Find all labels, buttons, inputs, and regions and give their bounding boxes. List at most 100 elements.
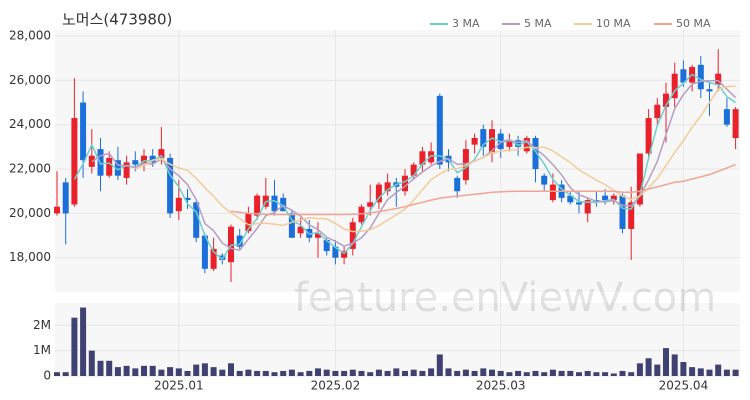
volume-bar [523,372,530,376]
volume-bar [193,364,200,376]
volume-bar [288,369,295,376]
volume-bar [480,368,487,376]
candle-body [297,226,304,234]
candle-body [602,195,609,201]
x-tick-label: 2025.03 [476,379,526,393]
candle-body [175,197,182,212]
volume-bar [97,360,104,376]
candle-body [219,255,226,260]
volume-bar [132,368,139,376]
volume-bar [402,370,408,376]
volume-bar [123,365,130,376]
ma-line [134,85,736,233]
volume-bar [149,365,156,376]
candle-body [123,162,130,178]
x-tick-label: 2025.01 [154,379,204,393]
candle-body [54,206,60,214]
y-tick-label: 2M [33,318,51,332]
candle-body [228,226,234,263]
y-tick-label: 0 [43,369,51,383]
ma-line [91,80,737,252]
volume-bar [497,370,504,376]
volume-bar [141,365,147,376]
volume-bar [349,369,356,376]
volume-bar [723,369,730,376]
volume-bar [706,369,713,376]
volume-bar [71,317,78,376]
candle-body [184,197,191,201]
volume-bar [610,373,617,376]
volume-bar [428,368,435,376]
candle-body [506,140,513,147]
candle-body [210,248,217,269]
volume-bar [663,348,669,376]
candle-body [402,175,408,192]
candle-body [471,138,478,145]
candle-body [106,157,113,176]
candle-body [315,233,321,238]
candle-body [523,138,530,152]
candle-body [375,184,382,203]
volume-bar [384,370,391,376]
volume-bar [323,369,330,376]
volume-bar [262,370,269,376]
volume-bar [88,350,95,376]
candle-body [436,95,443,165]
volume-bar [680,362,687,376]
candle-body [567,195,574,203]
volume-bar [419,370,426,376]
candle-body [201,235,208,269]
volume-bar [689,367,696,376]
candle-body [532,138,539,170]
candle-body [419,151,426,165]
volume-bar [54,372,60,376]
volume-panel [55,303,740,376]
candle-body [732,109,739,138]
candle-body [480,129,487,147]
candle-body [62,182,69,214]
volume-bar [549,369,556,376]
volume-bar [367,372,374,376]
candle-body [697,64,704,90]
candle-body [628,202,635,229]
x-tick-label: 2025.02 [311,379,361,393]
volume-bar [532,370,539,376]
volume-bar [628,372,635,376]
volume-bar [654,364,661,376]
legend-label: 3 MA [452,17,480,30]
volume-bar [375,369,382,376]
volume-bar [436,354,443,376]
candle-body [271,195,278,212]
candle-body [280,197,287,212]
volume-bar [393,368,400,376]
candle-body [236,235,243,247]
candle-body [384,182,391,192]
ma-line [73,73,737,261]
candle-body [332,246,339,258]
candle-body [680,69,687,83]
candle-body [654,104,661,119]
y-tick-label: 20,000 [9,206,51,220]
volume-bar [593,372,600,376]
volume-bar [106,360,113,376]
candle-body [541,175,548,185]
candle-body [584,200,591,214]
volume-bar [410,369,417,376]
candle-body [288,213,295,238]
volume-bar [158,369,165,376]
candle-body [576,202,582,205]
volume-bar [80,307,87,376]
ma-line [230,163,736,216]
volume-bar [332,370,339,376]
volume-bar [245,369,252,376]
candle-body [663,93,669,107]
candle-body [610,195,617,201]
candle-body [158,149,165,158]
candle-body [515,140,522,147]
candle-body [80,102,87,161]
candle-body [410,164,417,176]
volume-bar [471,370,478,376]
volume-bar [619,370,626,376]
volume-bar [732,369,739,376]
volume-bar [558,370,565,376]
